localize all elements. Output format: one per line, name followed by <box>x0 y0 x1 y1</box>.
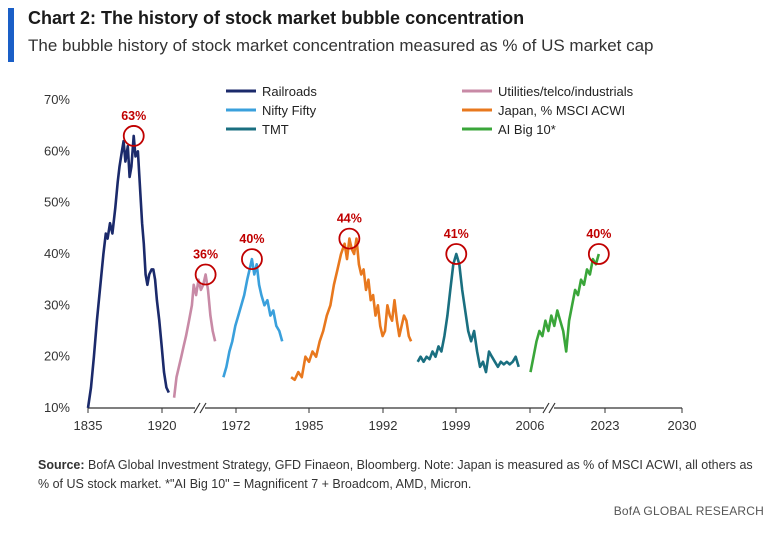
title-accent-bar <box>8 8 14 62</box>
y-tick-label: 40% <box>44 246 70 261</box>
x-axis: 1835 1920 1972 1985 1992 1999 2006 2023 2030 <box>74 402 697 433</box>
x-tick-label: 1835 <box>74 418 103 433</box>
series-lines <box>86 134 601 409</box>
peak-circle <box>338 227 361 250</box>
chart-canvas: Railroads Utilities/telco/industrials Nift… <box>44 84 697 433</box>
x-tick-label: 1972 <box>222 418 251 433</box>
peak-markers: 63% 36% 40% 44% 41% 40% <box>121 109 611 286</box>
brand-label: BofA GLOBAL RESEARCH <box>613 504 764 518</box>
y-axis: 10% 20% 30% 40% 50% 60% 70% <box>44 92 70 415</box>
chart-subtitle: The bubble history of stock market conce… <box>28 36 654 55</box>
series-line <box>86 134 170 409</box>
legend-label: Nifty Fifty <box>262 103 317 118</box>
peak-label: 63% <box>121 109 146 123</box>
y-tick-label: 30% <box>44 297 70 312</box>
source-label: Source: <box>38 458 85 472</box>
chart-legend: Railroads Utilities/telco/industrials Nift… <box>226 84 634 137</box>
y-tick-label: 70% <box>44 92 70 107</box>
legend-label: TMT <box>262 122 289 137</box>
x-tick-label: 1999 <box>442 418 471 433</box>
series-line <box>416 252 520 374</box>
x-tick-label: 1920 <box>148 418 177 433</box>
legend-label: Railroads <box>262 84 317 99</box>
source-note: Source: BofA Global Investment Strategy,… <box>38 456 758 494</box>
x-tick-label: 2006 <box>516 418 545 433</box>
peak-label: 44% <box>337 212 362 226</box>
y-tick-label: 10% <box>44 400 70 415</box>
peak-circle <box>194 263 217 286</box>
axis-break-mark <box>193 402 201 414</box>
legend-label: Japan, % MSCI ACWI <box>498 103 625 118</box>
x-tick-label: 2023 <box>591 418 620 433</box>
peak-label: 40% <box>586 227 611 241</box>
y-tick-label: 50% <box>44 195 70 210</box>
peak-circle <box>587 243 610 265</box>
peak-label: 41% <box>444 227 469 241</box>
series-line <box>290 237 413 382</box>
series-line <box>222 257 284 378</box>
peak-label: 40% <box>239 232 264 246</box>
peak-label: 36% <box>193 248 218 262</box>
axis-break-mark <box>199 402 207 414</box>
peak-circle <box>122 125 145 147</box>
y-tick-label: 20% <box>44 349 70 364</box>
x-tick-label: 2030 <box>668 418 697 433</box>
series-line <box>529 253 601 373</box>
axis-break-mark <box>548 402 556 414</box>
axis-break-mark <box>542 402 550 414</box>
peak-circle <box>445 243 468 265</box>
x-tick-label: 1985 <box>295 418 324 433</box>
chart-title: Chart 2: The history of stock market bub… <box>28 8 525 28</box>
y-tick-label: 60% <box>44 143 70 158</box>
series-line <box>172 273 217 398</box>
legend-label: Utilities/telco/industrials <box>498 84 634 99</box>
legend-label: AI Big 10* <box>498 122 556 137</box>
x-tick-label: 1992 <box>369 418 398 433</box>
peak-circle <box>241 248 263 271</box>
source-text: BofA Global Investment Strategy, GFD Fin… <box>38 458 753 491</box>
